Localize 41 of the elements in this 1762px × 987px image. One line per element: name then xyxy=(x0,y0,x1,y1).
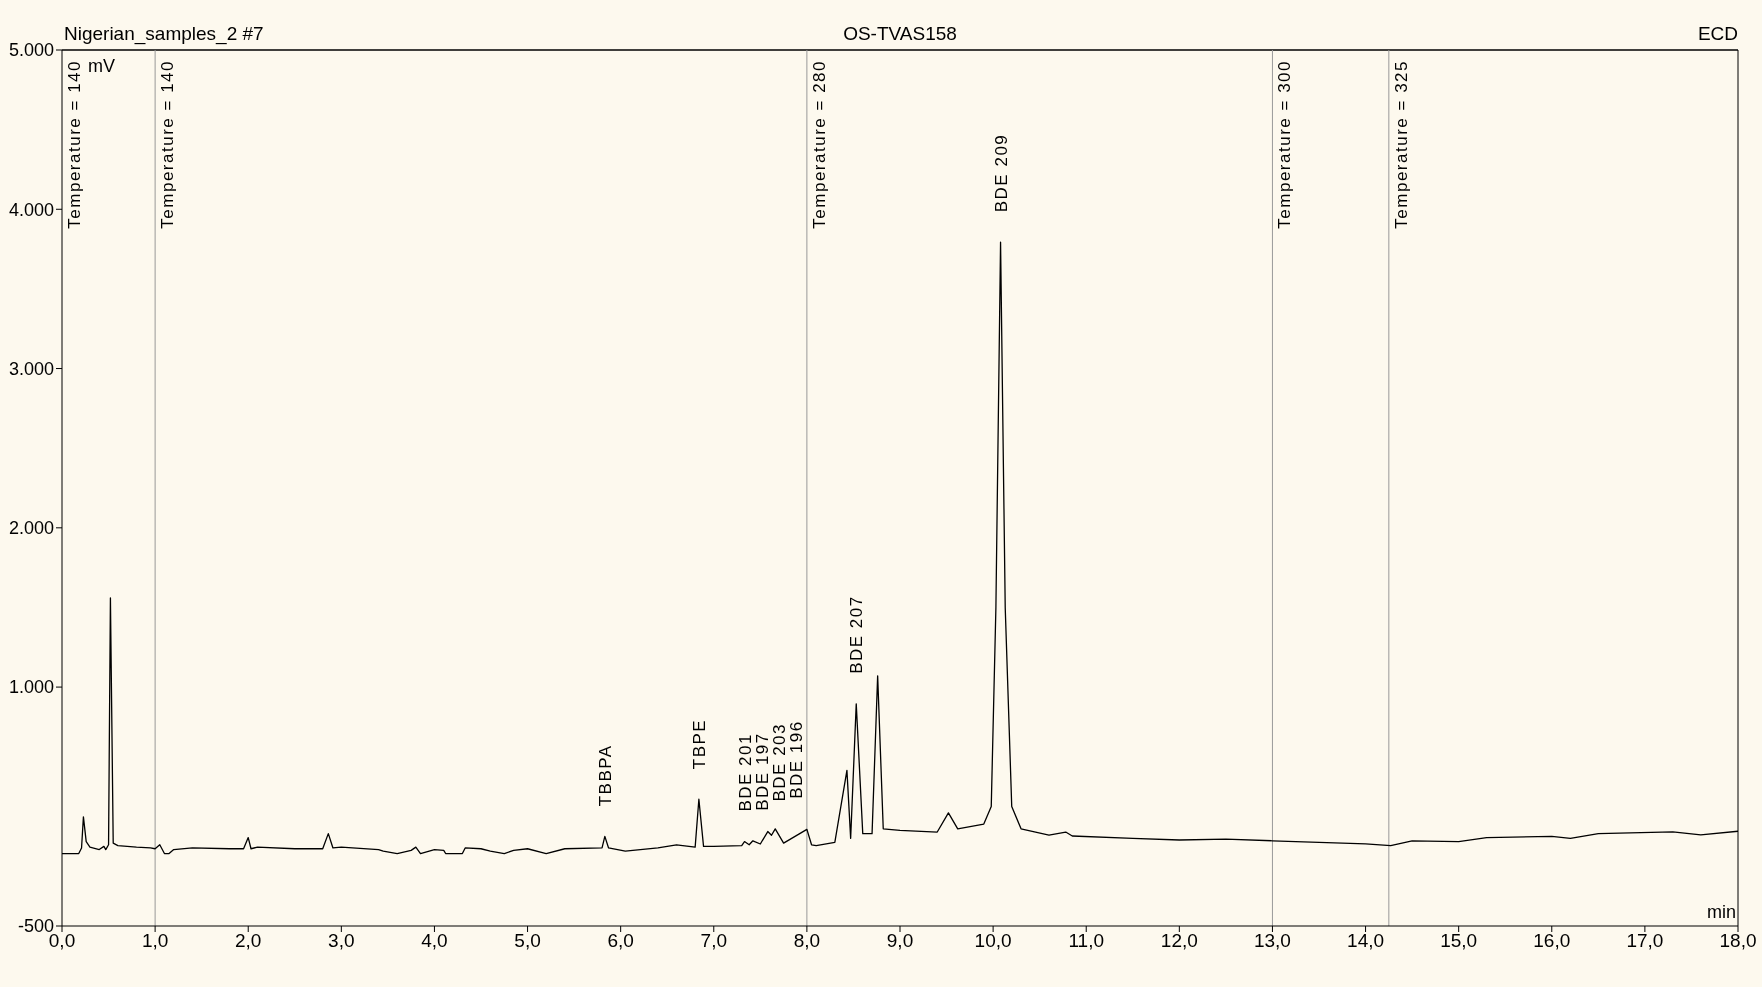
x-tick-label: 10,0 xyxy=(974,930,1012,952)
y-tick-label: 5.000 xyxy=(8,40,54,61)
x-tick-label: 15,0 xyxy=(1440,930,1478,952)
y-tick-label: 1.000 xyxy=(8,677,54,698)
chart-title: Nigerian_samples_2 #7 xyxy=(64,23,264,45)
y-tick-label: 3.000 xyxy=(8,358,54,379)
chart-subtitle: OS-TVAS158 xyxy=(843,23,957,44)
annotation: TBBPA xyxy=(595,744,615,807)
x-tick-label: 17,0 xyxy=(1626,930,1664,952)
y-axis-title: mV xyxy=(88,56,115,76)
annotation: BDE 203 xyxy=(769,723,789,802)
annotation: Temperature = 300 xyxy=(1275,60,1295,229)
annotation: Temperature = 140 xyxy=(65,60,84,229)
x-tick-label: 1,0 xyxy=(141,930,169,952)
x-tick-label: 6,0 xyxy=(607,930,634,952)
annotation: TBPE xyxy=(689,718,709,770)
annotation: BDE 196 xyxy=(786,720,806,799)
x-tick-label: 16,0 xyxy=(1533,930,1571,952)
x-tick-label: 5,0 xyxy=(514,930,541,952)
annotation: Temperature = 140 xyxy=(158,60,178,229)
annotation: BDE 201 xyxy=(735,733,755,812)
x-tick-label: 9,0 xyxy=(886,930,914,952)
x-tick-label: 2,0 xyxy=(235,930,262,952)
x-tick-label: 11,0 xyxy=(1068,930,1105,952)
annotation: BDE 197 xyxy=(752,732,772,811)
x-axis-title: min xyxy=(1706,902,1736,922)
annotation: BDE 209 xyxy=(991,133,1011,213)
x-tick-label: 13,0 xyxy=(1253,930,1291,952)
x-tick-label: 12,0 xyxy=(1160,930,1198,952)
annotation: Temperature = 325 xyxy=(1391,60,1411,229)
y-tick-label: 2.000 xyxy=(8,518,54,539)
x-tick-label: 7,0 xyxy=(700,930,727,952)
annotation: Temperature = 280 xyxy=(809,60,829,229)
x-tick-label: 8,0 xyxy=(793,930,821,952)
x-tick-label: 14,0 xyxy=(1347,930,1385,952)
y-tick-label: 4.000 xyxy=(8,199,54,220)
x-tick-label: 18,0 xyxy=(1719,930,1757,952)
x-tick-label: 4,0 xyxy=(421,930,448,952)
annotation: BDE 207 xyxy=(847,595,867,674)
text: ECD xyxy=(1697,23,1738,44)
x-tick-label: 3,0 xyxy=(328,930,355,952)
